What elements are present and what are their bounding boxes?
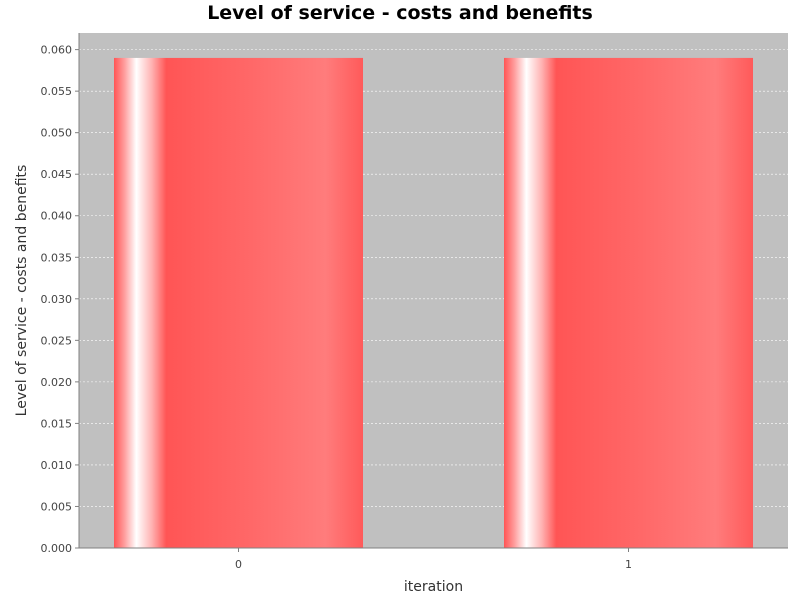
y-tick-label: 0.035 [41, 251, 73, 264]
bar [114, 57, 363, 549]
y-axis-label: Level of service - costs and benefits [14, 165, 30, 417]
y-tick-label: 0.055 [41, 85, 73, 98]
y-tick-label: 0.010 [41, 459, 73, 472]
bar [504, 57, 753, 549]
y-tick-label: 0.045 [41, 168, 73, 181]
y-tick-label: 0.025 [41, 334, 73, 347]
y-tick-label: 0.020 [41, 376, 73, 389]
y-tick-label: 0.040 [41, 210, 73, 223]
bars [114, 57, 753, 549]
axes [78, 33, 788, 549]
y-tick-label: 0.005 [41, 500, 73, 513]
y-tick-label: 0.015 [41, 417, 73, 430]
y-tick-label: 0.060 [41, 44, 73, 57]
y-ticks: 0.000 0.005 0.010 0.015 0.020 0.025 0.030 0.035… [41, 44, 79, 555]
x-axis-label: iteration [404, 579, 463, 595]
x-tick-label: 1 [625, 558, 632, 571]
x-tick-label: 0 [235, 558, 242, 571]
y-tick-label: 0.050 [41, 127, 73, 140]
y-tick-label: 0.030 [41, 293, 73, 306]
y-tick-label: 0.000 [41, 542, 73, 555]
chart-title: Level of service - costs and benefits [207, 2, 593, 24]
